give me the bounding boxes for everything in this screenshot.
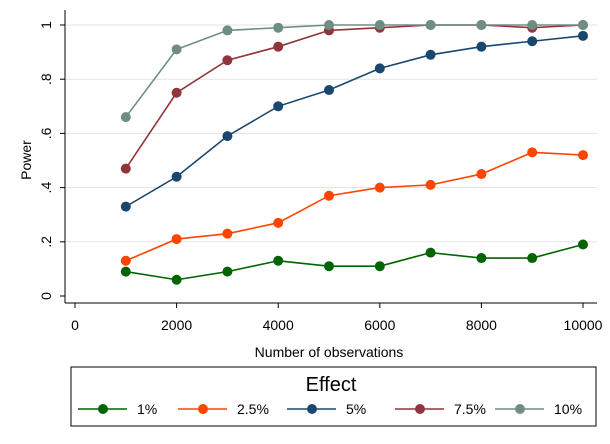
x-tick-label-2: 4000 xyxy=(263,317,294,333)
series-1-point-8 xyxy=(527,147,538,158)
series-1-point-3 xyxy=(273,217,284,228)
legend-label-1: 2.5% xyxy=(237,401,269,417)
series-0-point-3 xyxy=(273,255,284,266)
x-tick-label-5: 10000 xyxy=(564,317,603,333)
series-1-point-7 xyxy=(476,169,487,180)
series-0-point-0 xyxy=(120,266,131,277)
series-3-point-2 xyxy=(222,55,233,66)
series-2-point-0 xyxy=(120,201,131,212)
series-2-point-5 xyxy=(374,63,385,74)
x-tick-label-1: 2000 xyxy=(161,317,192,333)
legend-marker-2 xyxy=(307,404,317,414)
series-0 xyxy=(120,239,588,285)
legend-marker-3 xyxy=(415,404,425,414)
series-0-point-7 xyxy=(476,253,487,264)
series-2-point-2 xyxy=(222,131,233,142)
y-tick-label-1: .2 xyxy=(38,236,54,248)
series-2-point-6 xyxy=(425,49,436,60)
series-line-2 xyxy=(125,35,584,208)
series-1-point-1 xyxy=(171,234,182,245)
legend-label-0: 1% xyxy=(137,401,157,417)
y-tick-label-2: .4 xyxy=(38,182,54,194)
series-2-point-7 xyxy=(476,41,487,52)
series-2-point-1 xyxy=(171,171,182,182)
series-3-point-3 xyxy=(273,41,284,52)
series-2-point-3 xyxy=(273,101,284,112)
y-tick-label-3: .6 xyxy=(38,127,54,139)
series-line-4 xyxy=(125,24,583,118)
series-0-point-5 xyxy=(374,261,385,272)
legend-title: Effect xyxy=(306,374,357,396)
series-2-point-9 xyxy=(578,30,588,41)
series-0-point-8 xyxy=(527,253,538,264)
legend-item-3: 7.5% xyxy=(395,401,486,417)
series-3-point-1 xyxy=(171,87,182,98)
series-4-point-7 xyxy=(476,20,487,30)
series-0-point-9 xyxy=(578,239,588,250)
series-1-point-0 xyxy=(120,255,131,266)
y-tick-label-0: 0 xyxy=(38,292,54,300)
legend-marker-4 xyxy=(515,404,525,414)
series-3-point-0 xyxy=(120,163,131,174)
legend-item-1: 2.5% xyxy=(178,401,269,417)
y-tick-label-5: 1 xyxy=(38,21,54,29)
series-line-0 xyxy=(125,243,584,281)
series-4-point-8 xyxy=(527,20,538,30)
series-4-point-0 xyxy=(120,112,131,123)
x-tick-label-3: 6000 xyxy=(364,317,395,333)
legend-label-2: 5% xyxy=(346,401,366,417)
series-1-point-5 xyxy=(374,182,385,193)
legend-box xyxy=(70,366,597,427)
x-axis-title: Number of observations xyxy=(255,344,404,360)
series-0-point-4 xyxy=(324,261,334,272)
series-4-point-9 xyxy=(578,20,588,30)
legend-item-2: 5% xyxy=(287,401,366,417)
series-0-point-2 xyxy=(222,266,233,277)
series-line-3 xyxy=(125,24,584,170)
series-1-point-6 xyxy=(425,179,436,190)
series-4-point-5 xyxy=(374,20,385,30)
legend-marker-1 xyxy=(198,404,208,414)
x-tick-label-0: 0 xyxy=(71,317,79,333)
series-0-point-6 xyxy=(425,247,436,258)
legend-items: 1% 2.5% 5% 7.5% 10% xyxy=(78,401,582,417)
y-tick-label-4: .8 xyxy=(38,73,54,85)
legend-item-4: 10% xyxy=(495,401,582,417)
series-layer xyxy=(120,20,588,285)
series-4-point-6 xyxy=(425,20,436,30)
series-1-point-9 xyxy=(578,150,588,161)
series-4-point-1 xyxy=(171,44,182,55)
series-4-point-3 xyxy=(273,22,284,33)
legend-marker-0 xyxy=(98,404,108,414)
y-axis-title: Power xyxy=(18,140,34,180)
series-1-point-2 xyxy=(222,228,233,239)
legend-label-3: 7.5% xyxy=(454,401,486,417)
x-tick-label-4: 8000 xyxy=(466,317,497,333)
series-4-point-2 xyxy=(222,25,233,36)
series-1-point-4 xyxy=(324,190,334,201)
series-4-point-4 xyxy=(324,20,334,30)
series-2-point-8 xyxy=(527,36,538,47)
axes: 0 .2 .4 .6 .8 1 0 2000 4000 6000 8000 10000 xyxy=(38,10,603,333)
series-0-point-1 xyxy=(171,274,182,285)
legend-item-0: 1% xyxy=(78,401,157,417)
series-line-1 xyxy=(125,151,584,262)
series-2 xyxy=(120,30,588,212)
series-4 xyxy=(120,20,588,123)
legend: Effect 1% 2.5% 5% 7.5% 10% xyxy=(70,366,597,427)
legend-label-4: 10% xyxy=(554,401,582,417)
series-1 xyxy=(120,147,588,266)
series-2-point-4 xyxy=(324,85,334,96)
